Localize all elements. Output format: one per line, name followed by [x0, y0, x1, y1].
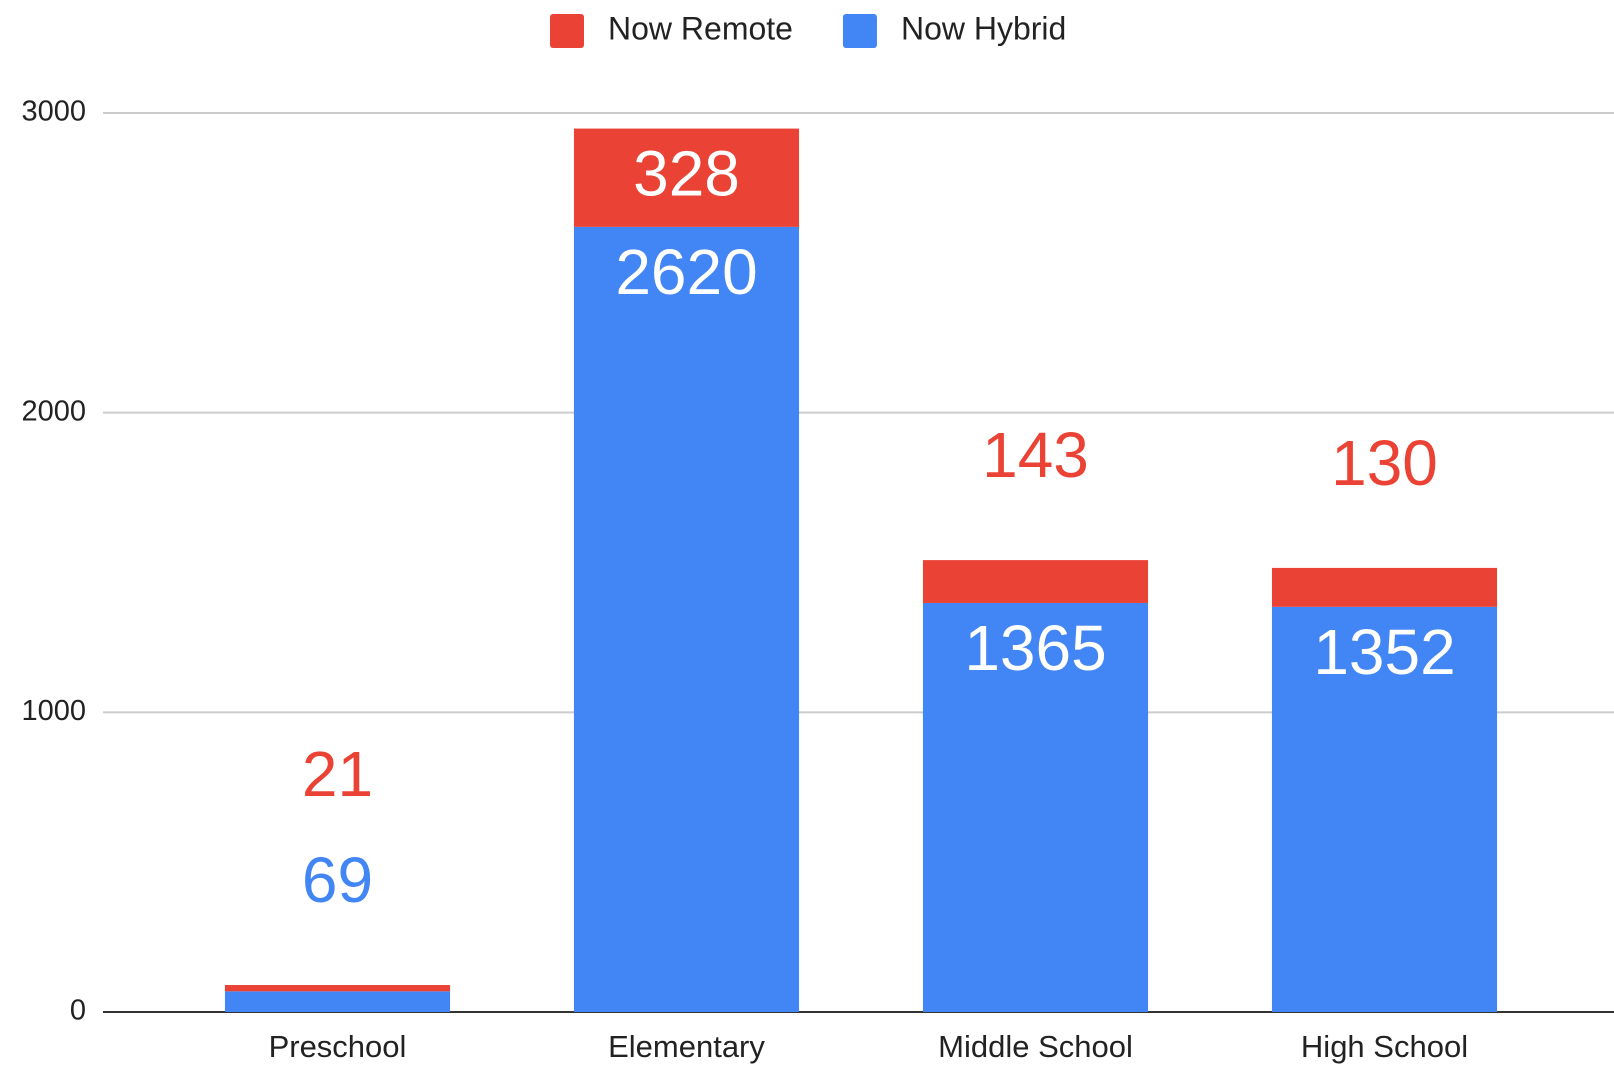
bar-segment: [1271, 567, 1498, 607]
data-label: 130: [1331, 427, 1438, 499]
x-tick-label: Elementary: [608, 1029, 765, 1064]
legend-label: Now Remote: [608, 10, 793, 46]
legend-swatch: [842, 14, 877, 48]
data-label: 328: [633, 137, 740, 209]
x-tick-label: High School: [1301, 1029, 1468, 1064]
y-tick-label: 2000: [21, 395, 86, 427]
data-label: 2620: [615, 236, 757, 308]
bar-segment: [922, 602, 1149, 1012]
x-tick-label: Middle School: [938, 1029, 1133, 1064]
x-tick-label: Preschool: [269, 1029, 407, 1064]
data-label: 69: [302, 844, 373, 916]
bar-segment: [224, 991, 451, 1012]
legend-label: Now Hybrid: [901, 10, 1066, 46]
data-label: 1365: [964, 612, 1106, 684]
legend-swatch: [550, 14, 584, 48]
y-tick-label: 0: [70, 995, 86, 1027]
bar-segment: [573, 128, 800, 227]
data-label: 1352: [1313, 616, 1455, 688]
data-label: 143: [982, 419, 1089, 491]
bar-segment: [922, 560, 1149, 603]
y-tick-label: 1000: [21, 695, 86, 727]
bar-segment: [573, 226, 800, 1012]
y-tick-label: 3000: [21, 96, 86, 128]
bar-segment: [1271, 606, 1498, 1012]
data-label: 21: [302, 738, 373, 810]
bar-segment: [224, 985, 451, 992]
